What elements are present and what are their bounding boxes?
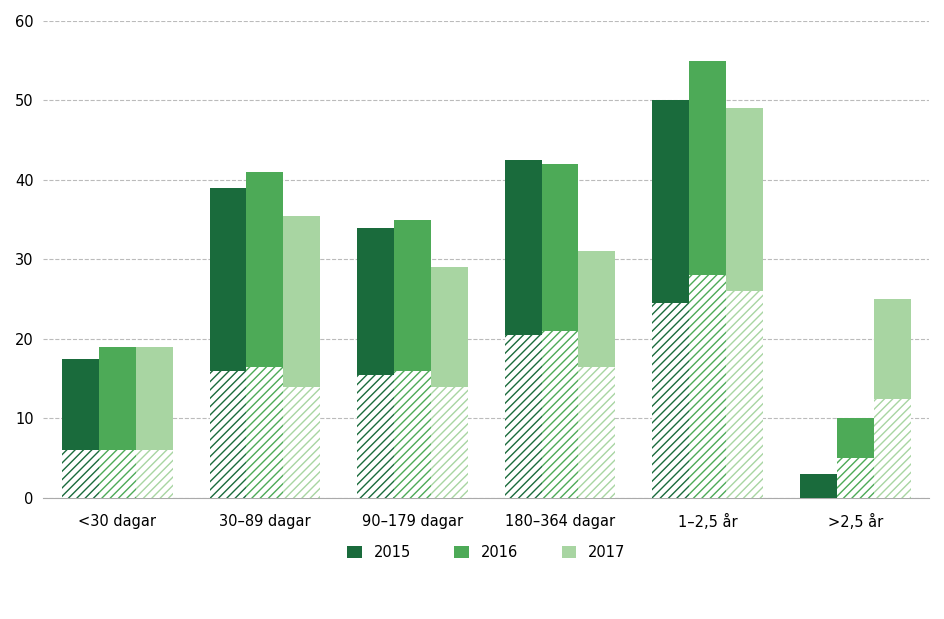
Bar: [210, 188, 246, 371]
Bar: [505, 335, 542, 498]
Bar: [726, 291, 763, 498]
Bar: [99, 450, 136, 498]
Bar: [62, 359, 99, 450]
Bar: [726, 108, 763, 291]
Bar: [283, 387, 320, 498]
Bar: [136, 450, 173, 498]
Bar: [357, 374, 394, 498]
Bar: [210, 371, 246, 498]
Bar: [394, 220, 430, 371]
Bar: [430, 267, 468, 387]
Bar: [394, 371, 430, 498]
Bar: [836, 458, 873, 498]
Bar: [652, 100, 689, 303]
Legend: 2015, 2016, 2017: 2015, 2016, 2017: [340, 537, 632, 567]
Bar: [836, 418, 873, 458]
Bar: [689, 275, 726, 498]
Bar: [136, 347, 173, 450]
Bar: [542, 331, 579, 498]
Bar: [873, 399, 911, 498]
Bar: [246, 172, 283, 366]
Bar: [873, 299, 911, 399]
Bar: [99, 347, 136, 450]
Bar: [652, 303, 689, 498]
Bar: [505, 160, 542, 335]
Bar: [246, 366, 283, 498]
Bar: [579, 251, 615, 366]
Bar: [62, 450, 99, 498]
Bar: [800, 474, 836, 498]
Bar: [430, 387, 468, 498]
Bar: [689, 61, 726, 275]
Bar: [283, 216, 320, 387]
Bar: [579, 366, 615, 498]
Bar: [542, 164, 579, 331]
Bar: [357, 228, 394, 374]
